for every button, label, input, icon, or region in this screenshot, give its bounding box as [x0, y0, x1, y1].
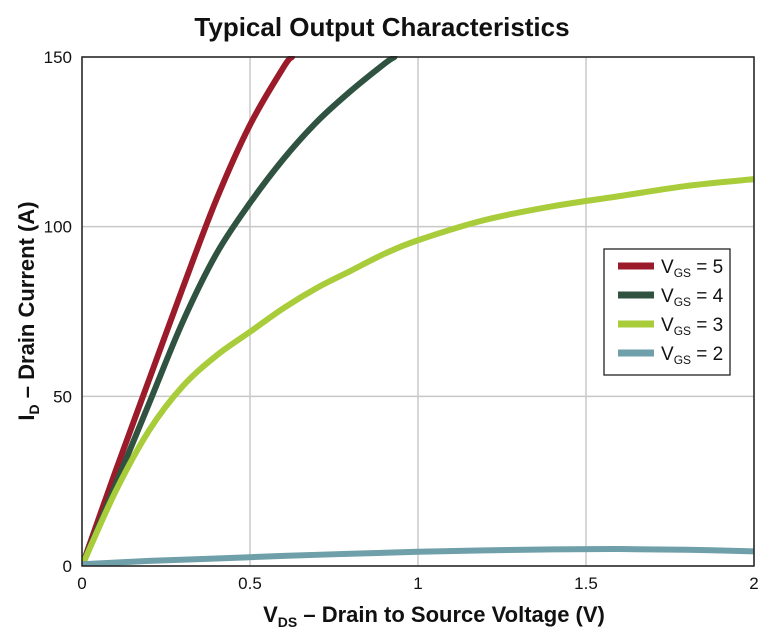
series-line-vgs-3 [82, 546, 754, 566]
legend-label: VGS = 3 [661, 315, 723, 338]
x-tick-label: 0 [77, 574, 86, 593]
plot-frame [81, 56, 755, 567]
y-tick-label: 50 [53, 387, 72, 406]
y-tick-label: 0 [63, 557, 72, 576]
x-tick-label: 0.5 [238, 574, 262, 593]
series-layer [82, 56, 754, 566]
y-tick-label: 150 [44, 48, 72, 67]
legend: VGS = 5 VGS = 4 VGS = 3 VGS = 2 [603, 248, 731, 376]
series-line-vgs-1 [82, 56, 398, 566]
tick-labels: 0 0.5 1 1.5 2 0 50 100 150 [44, 48, 759, 593]
x-tick-label: 2 [749, 574, 758, 593]
legend-label: VGS = 4 [661, 286, 724, 309]
y-axis-label: ID – Drain Current (A) [14, 201, 42, 420]
chart-title: Typical Output Characteristics [194, 12, 569, 42]
series-line-vgs-2 [82, 176, 754, 566]
y-tick-label: 100 [44, 218, 72, 237]
x-tick-label: 1.5 [574, 574, 598, 593]
x-tick-label: 1 [413, 574, 422, 593]
x-axis-label: VDS – Drain to Source Voltage (V) [263, 602, 605, 630]
series-line-vgs-0 [82, 56, 295, 566]
legend-label: VGS = 5 [661, 257, 723, 280]
legend-label: VGS = 2 [661, 344, 723, 367]
